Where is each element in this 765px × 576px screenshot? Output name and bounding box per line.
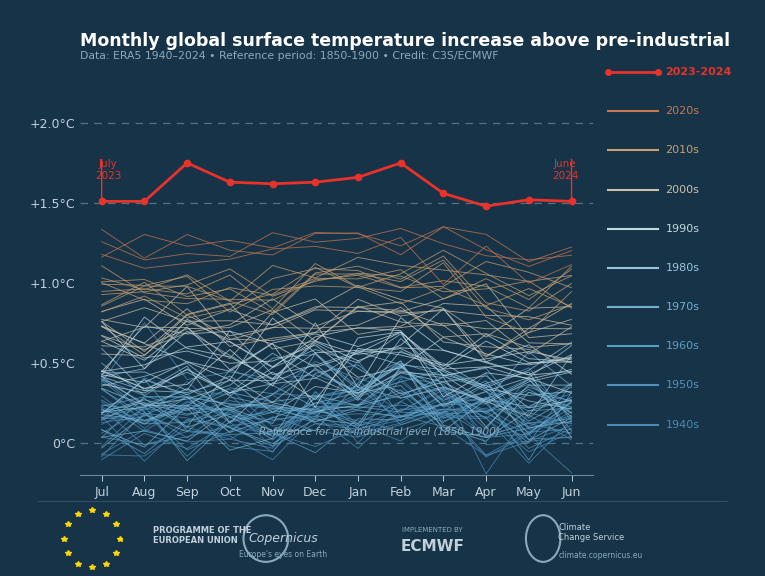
Text: 1960s: 1960s <box>666 341 699 351</box>
Text: 1950s: 1950s <box>666 380 699 391</box>
Text: IMPLEMENTED BY: IMPLEMENTED BY <box>402 527 463 533</box>
Text: Monthly global surface temperature increase above pre-industrial: Monthly global surface temperature incre… <box>80 32 731 50</box>
Text: Reference for pre-industrial level (1850–1900): Reference for pre-industrial level (1850… <box>259 427 500 437</box>
Text: 1940s: 1940s <box>666 419 699 430</box>
Text: Europe's eyes on Earth: Europe's eyes on Earth <box>239 550 327 559</box>
Text: Climate
Change Service: Climate Change Service <box>558 523 625 543</box>
Text: 2010s: 2010s <box>666 145 699 156</box>
Text: 2023-2024: 2023-2024 <box>666 67 732 77</box>
Text: 2000s: 2000s <box>666 184 699 195</box>
Text: Data: ERA5 1940–2024 • Reference period: 1850-1900 • Credit: C3S/ECMWF: Data: ERA5 1940–2024 • Reference period:… <box>80 51 499 60</box>
Text: climate.copernicus.eu: climate.copernicus.eu <box>558 551 643 560</box>
Text: 1980s: 1980s <box>666 263 699 273</box>
Text: Copernicus: Copernicus <box>248 532 318 545</box>
Text: July
2023: July 2023 <box>95 159 122 180</box>
Text: 1990s: 1990s <box>666 223 699 234</box>
Text: 1970s: 1970s <box>666 302 699 312</box>
Text: June
2024: June 2024 <box>552 159 578 180</box>
Text: ECMWF: ECMWF <box>400 539 464 554</box>
Text: 2020s: 2020s <box>666 106 699 116</box>
Text: PROGRAMME OF THE
EUROPEAN UNION: PROGRAMME OF THE EUROPEAN UNION <box>153 526 252 545</box>
